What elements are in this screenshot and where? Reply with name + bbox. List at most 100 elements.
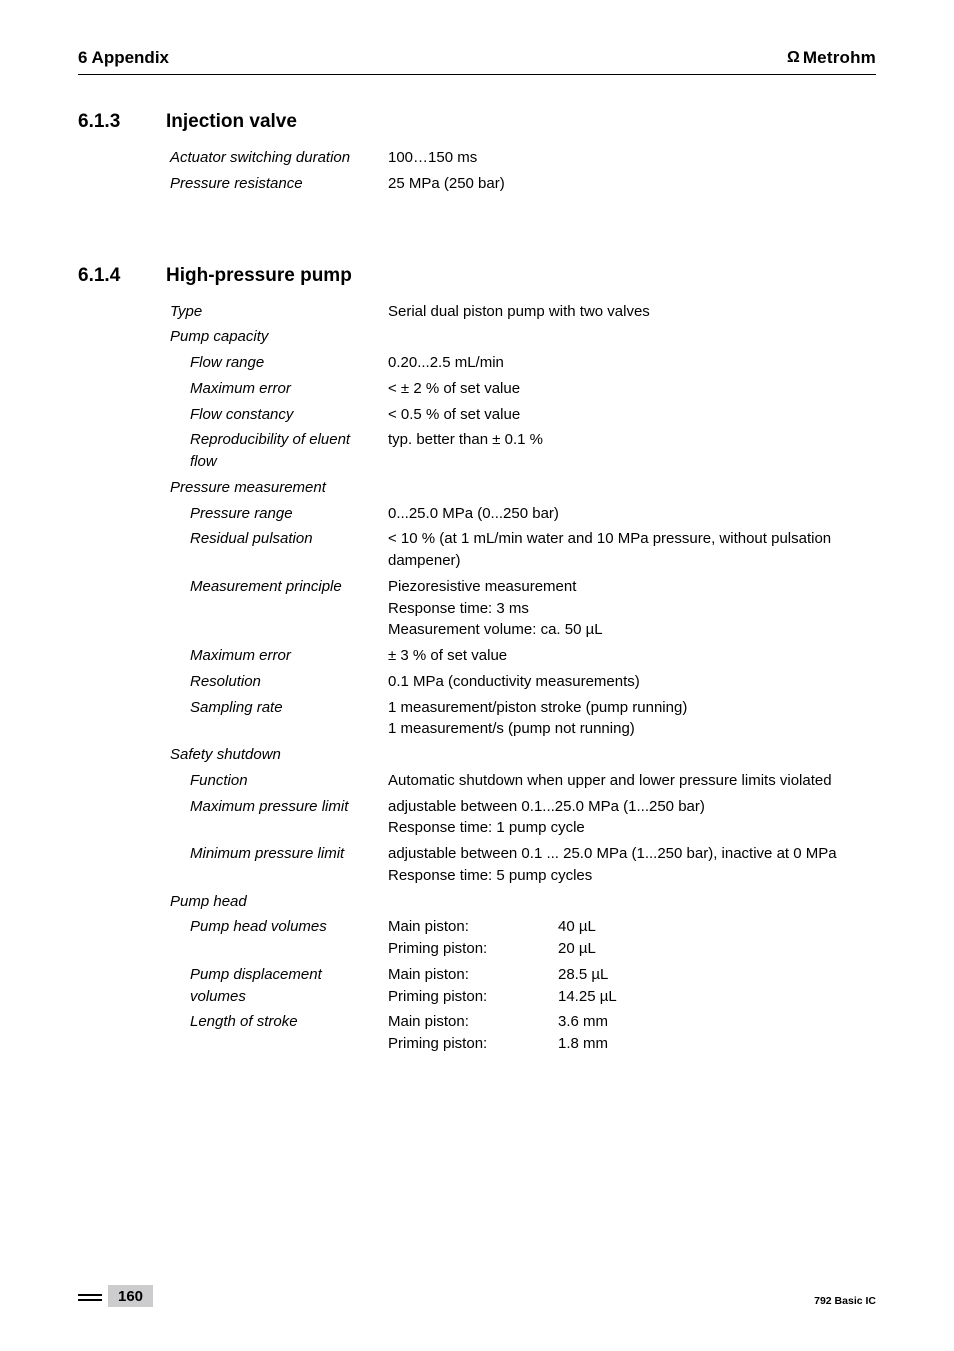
brand-logo-text: Metrohm [803,48,876,68]
spec-row: Resolution0.1 MPa (conductivity measurem… [170,671,876,693]
section-title: High-pressure pump [166,265,352,287]
spec-row: TypeSerial dual piston pump with two val… [170,301,876,323]
spec-label: Pressure range [170,503,388,525]
spec-row: Pressure resistance 25 MPa (250 bar) [170,173,876,195]
spec-value: 0.20...2.5 mL/min [388,352,876,374]
spec-value: Piezoresistive measurementResponse time:… [388,576,876,641]
spec-pair-value: 20 µL [558,938,876,960]
spec-pair-value: 40 µL [558,916,876,938]
page-number: 160 [108,1285,153,1307]
spec-label: Minimum pressure limit [170,843,388,865]
page-footer: 160 792 Basic IC [78,1285,876,1307]
spec-row: Length of strokeMain piston:3.6 mmPrimin… [170,1011,876,1055]
spec-value: typ. better than ± 0.1 % [388,429,876,451]
spec-group-label: Safety shutdown [170,744,388,766]
spec-value: Automatic shutdown when upper and lower … [388,770,876,792]
spec-group-label: Pump capacity [170,326,388,348]
spec-label: Reproducibility of eluent flow [170,429,388,473]
spec-group-row: Pump head [170,891,876,913]
page: 6 Appendix Ω Metrohm 6.1.3 Injection val… [0,0,954,1351]
spec-row: Pump head volumesMain piston:40 µLPrimin… [170,916,876,960]
spec-pair-label: Priming piston: [388,938,558,960]
spec-label: Pump head volumes [170,916,388,938]
spec-value-pair: Priming piston:14.25 µL [388,986,876,1008]
page-number-box: 160 [78,1285,153,1307]
spec-value: < 0.5 % of set value [388,404,876,426]
spec-label: Sampling rate [170,697,388,719]
spec-value: 0...25.0 MPa (0...250 bar) [388,503,876,525]
spec-value-pair: Main piston:40 µL [388,916,876,938]
spec-row: Maximum error± 3 % of set value [170,645,876,667]
spec-value-pair: Priming piston:20 µL [388,938,876,960]
spec-row: Flow constancy< 0.5 % of set value [170,404,876,426]
spec-value: Serial dual piston pump with two valves [388,301,876,323]
spec-value-pair: Main piston:28.5 µL [388,964,876,986]
spec-group-row: Pump capacity [170,326,876,348]
spec-value: 100…150 ms [388,147,876,169]
spec-label: Length of stroke [170,1011,388,1033]
chapter-title: 6 Appendix [78,48,169,68]
spec-row: Maximum error< ± 2 % of set value [170,378,876,400]
section-number: 6.1.4 [78,265,140,287]
spec-pair-label: Main piston: [388,1011,558,1033]
spec-value: Main piston:3.6 mmPriming piston:1.8 mm [388,1011,876,1055]
spec-value-pair: Priming piston:1.8 mm [388,1033,876,1055]
page-number-accent-icon [78,1291,102,1301]
section-number: 6.1.3 [78,111,140,133]
spec-value: 1 measurement/piston stroke (pump runnin… [388,697,876,741]
spec-pair-value: 1.8 mm [558,1033,876,1055]
spec-pair-label: Main piston: [388,916,558,938]
spec-pair-label: Priming piston: [388,986,558,1008]
spec-row: Measurement principlePiezoresistive meas… [170,576,876,641]
spec-row: Maximum pressure limitadjustable between… [170,796,876,840]
spec-row: Flow range0.20...2.5 mL/min [170,352,876,374]
spec-label: Residual pulsation [170,528,388,550]
spec-label: Pump displacement volumes [170,964,388,1008]
spec-label: Flow range [170,352,388,374]
spec-row: Minimum pressure limitadjustable between… [170,843,876,887]
brand-logo-icon: Ω [787,50,800,66]
spec-label: Type [170,301,388,323]
spec-value: Main piston:28.5 µLPriming piston:14.25 … [388,964,876,1008]
page-header: 6 Appendix Ω Metrohm [78,48,876,75]
document-title: 792 Basic IC [814,1295,876,1307]
section-heading-613: 6.1.3 Injection valve [78,111,876,133]
spec-value: < 10 % (at 1 mL/min water and 10 MPa pre… [388,528,876,572]
spec-value-pair: Main piston:3.6 mm [388,1011,876,1033]
spec-label: Pressure resistance [170,173,388,195]
spec-row: Reproducibility of eluent flowtyp. bette… [170,429,876,473]
section-heading-614: 6.1.4 High-pressure pump [78,265,876,287]
spec-label: Measurement principle [170,576,388,598]
spec-label: Maximum error [170,378,388,400]
spec-pair-value: 14.25 µL [558,986,876,1008]
spec-pair-value: 28.5 µL [558,964,876,986]
spec-group-label: Pump head [170,891,388,913]
spec-label: Resolution [170,671,388,693]
spec-value: 0.1 MPa (conductivity measurements) [388,671,876,693]
spec-row: Residual pulsation< 10 % (at 1 mL/min wa… [170,528,876,572]
spec-label: Flow constancy [170,404,388,426]
spec-group-row: Safety shutdown [170,744,876,766]
spec-pair-label: Priming piston: [388,1033,558,1055]
spec-row: Pump displacement volumesMain piston:28.… [170,964,876,1008]
spec-value: 25 MPa (250 bar) [388,173,876,195]
spec-value: adjustable between 0.1...25.0 MPa (1...2… [388,796,876,840]
spec-label: Actuator switching duration [170,147,388,169]
spec-label: Function [170,770,388,792]
section-title: Injection valve [166,111,297,133]
spec-row: Pressure range0...25.0 MPa (0...250 bar) [170,503,876,525]
spec-value: < ± 2 % of set value [388,378,876,400]
spec-row: Sampling rate1 measurement/piston stroke… [170,697,876,741]
spec-row: Actuator switching duration 100…150 ms [170,147,876,169]
spec-label: Maximum error [170,645,388,667]
spec-row: FunctionAutomatic shutdown when upper an… [170,770,876,792]
spec-pair-label: Main piston: [388,964,558,986]
spec-value: adjustable between 0.1 ... 25.0 MPa (1..… [388,843,876,887]
spec-block-614: TypeSerial dual piston pump with two val… [170,301,876,1055]
spec-group-label: Pressure measurement [170,477,388,499]
spec-group-row: Pressure measurement [170,477,876,499]
spec-pair-value: 3.6 mm [558,1011,876,1033]
spec-label: Maximum pressure limit [170,796,388,818]
spec-value: Main piston:40 µLPriming piston:20 µL [388,916,876,960]
spec-block-613: Actuator switching duration 100…150 ms P… [170,147,876,195]
